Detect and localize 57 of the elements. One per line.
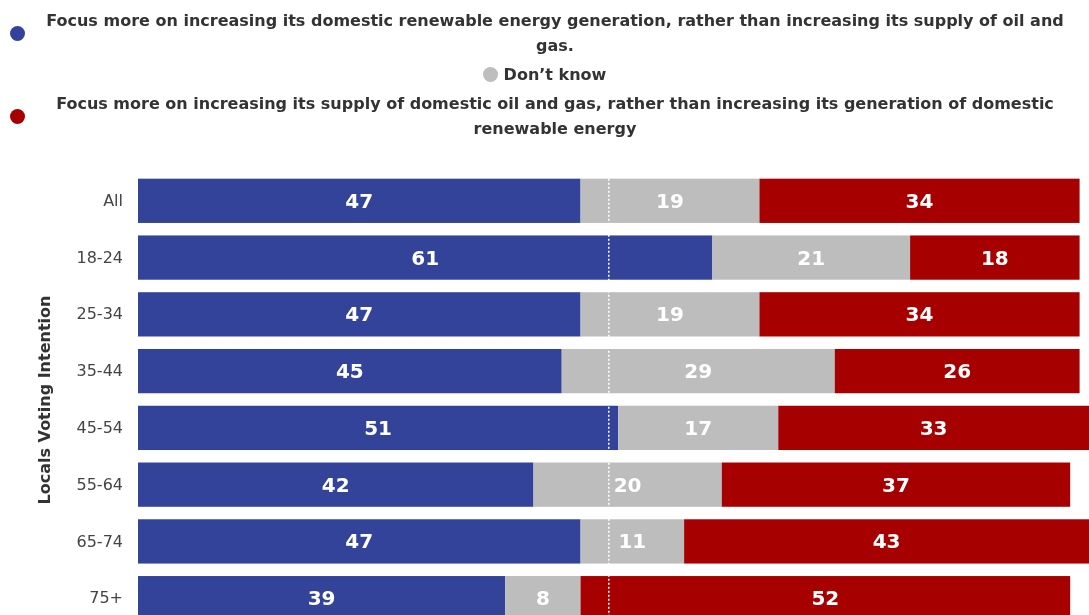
data-label: 51 <box>364 415 393 440</box>
data-label: 29 <box>684 359 713 384</box>
y-tick-label: 55-64 <box>76 474 123 494</box>
bar <box>834 348 1080 394</box>
bar <box>533 462 722 507</box>
legend-label: Focus more on increasing its supply of domestic oil and gas, rather than increasing its generation of domestic renewable energy <box>55 93 1055 140</box>
bar <box>618 405 779 451</box>
data-label: 47 <box>345 529 374 554</box>
y-tick-label: 25-34 <box>76 304 123 324</box>
legend-label: Focus more on increasing its domestic renewable energy generation, rather than increasing its supply of oil and gas. <box>45 10 1065 57</box>
bar <box>138 405 619 451</box>
y-tick-label: 75+ <box>89 588 123 608</box>
bar <box>138 292 581 337</box>
bar <box>684 519 1089 564</box>
data-label: 43 <box>872 529 901 554</box>
bar <box>138 462 534 507</box>
data-label: 19 <box>656 302 684 327</box>
data-label: 34 <box>905 302 934 327</box>
data-label: 11 <box>618 529 647 554</box>
data-label: 8 <box>535 586 550 611</box>
data-label: 39 <box>307 586 336 611</box>
bar <box>561 348 835 394</box>
data-label: 19 <box>656 188 684 213</box>
bar <box>138 348 562 394</box>
y-tick-label: 18-24 <box>76 247 123 267</box>
bar <box>712 235 911 280</box>
bar <box>138 235 713 280</box>
bar <box>580 519 685 564</box>
data-label: 45 <box>335 359 364 384</box>
bar <box>580 178 760 223</box>
data-label: 47 <box>345 188 374 213</box>
data-label: 17 <box>684 415 713 440</box>
bar <box>138 519 581 564</box>
bar <box>910 235 1080 280</box>
bar <box>138 178 581 223</box>
y-axis-title: Locals Voting Intention <box>35 295 54 505</box>
bar <box>759 292 1080 337</box>
bar <box>778 405 1089 451</box>
y-tick-label: 65-74 <box>76 531 123 551</box>
y-tick-label: 35-44 <box>76 361 123 381</box>
bar <box>759 178 1080 223</box>
data-label: 42 <box>321 472 350 497</box>
data-label: 21 <box>797 245 826 270</box>
data-label: 61 <box>411 245 440 270</box>
data-label: 34 <box>905 188 934 213</box>
data-label: 20 <box>613 472 642 497</box>
data-label: 26 <box>943 359 972 384</box>
data-label: 47 <box>345 302 374 327</box>
data-label: 18 <box>980 245 1009 270</box>
data-label: 52 <box>811 586 840 611</box>
data-label: 33 <box>919 415 948 440</box>
y-tick-label: All <box>103 190 123 210</box>
data-label: 37 <box>882 472 910 497</box>
bar <box>721 462 1071 507</box>
legend-label: Don’t know <box>503 64 607 86</box>
y-tick-label: 45-54 <box>76 418 123 437</box>
bar <box>580 292 760 337</box>
